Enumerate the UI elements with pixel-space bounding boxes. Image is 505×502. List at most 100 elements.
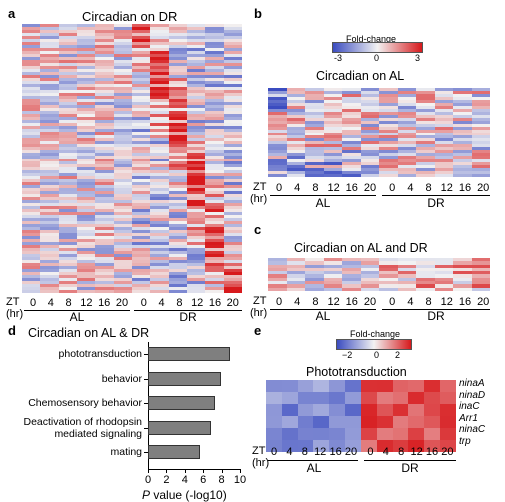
- hr-label-b: (hr): [250, 193, 268, 205]
- tick-label: 12: [80, 297, 93, 309]
- group-line-al-a: [24, 310, 130, 311]
- tick-label: 20: [344, 446, 358, 458]
- gene-label: ninaD: [459, 389, 486, 401]
- panel-c-title: Circadian on AL and DR: [294, 241, 428, 255]
- tick-label: 20: [477, 182, 490, 194]
- group-line-dr-b: [382, 195, 490, 196]
- gene-label: Arr1: [459, 412, 478, 424]
- tick-label: 20: [363, 182, 377, 194]
- category-label: behavior: [101, 372, 142, 385]
- tick-label: 20: [226, 297, 239, 309]
- x-tick-label: 2: [163, 473, 170, 486]
- tick-label: 4: [47, 297, 54, 309]
- x-tick-label: 10: [233, 473, 247, 486]
- y-tick: [144, 354, 148, 355]
- heatmap-e: [266, 380, 456, 452]
- hr-label-c: (hr): [250, 307, 268, 319]
- gene-label: inaC: [459, 401, 480, 412]
- group-label-al-e: AL: [306, 461, 322, 475]
- group-label-dr-c: DR: [427, 309, 445, 323]
- x-tick-label: 6: [200, 473, 207, 486]
- panel-c-label: c: [254, 222, 262, 237]
- hr-label-e: (hr): [252, 457, 270, 469]
- category-label: mating: [110, 446, 142, 458]
- group-label-dr-e: DR: [401, 461, 419, 475]
- tick-label: 4: [158, 297, 165, 309]
- tick-label: 16: [345, 296, 358, 308]
- y-tick: [144, 403, 148, 404]
- group-line-dr-c: [382, 309, 490, 310]
- tick-label: 16: [98, 297, 111, 309]
- colorbar-b: [332, 42, 423, 53]
- tick-label: 8: [301, 446, 308, 458]
- bar: [148, 445, 200, 459]
- tick-label: 12: [314, 446, 327, 458]
- panel-d-title: Circadian on AL & DR: [28, 326, 150, 340]
- tick-label: 0: [140, 297, 147, 309]
- tick-label: 4: [407, 296, 414, 308]
- tick-label: 12: [440, 182, 453, 194]
- x-tick: [240, 468, 241, 473]
- tick-label: 8: [312, 296, 319, 308]
- tick-label: 16: [458, 296, 472, 308]
- tick-label: 0: [29, 297, 37, 309]
- tick-label: 16: [345, 182, 358, 194]
- gene-label: ninaC: [459, 424, 486, 435]
- heatmap-c: [268, 258, 490, 291]
- panel-e-title: Phototransduction: [306, 365, 407, 379]
- y-tick: [144, 427, 148, 429]
- x-axis-label: P value (-log10): [142, 487, 227, 502]
- group-line-al-e: [268, 460, 358, 461]
- tick-label: 12: [327, 296, 340, 308]
- tick-label: 0: [367, 446, 374, 458]
- colorbar-e-title: Fold-change: [350, 329, 401, 339]
- tick-label: 16: [425, 446, 439, 458]
- colorbar-e: [336, 339, 412, 350]
- category-label: phototransduction: [58, 348, 142, 360]
- colorbar-e-mid: 0: [374, 350, 380, 360]
- tick-label: 8: [312, 182, 319, 194]
- group-label-al-a: AL: [69, 310, 85, 324]
- tick-label: 20: [441, 446, 454, 458]
- colorbar-e-max: 2: [395, 350, 401, 360]
- tick-label: 0: [389, 296, 396, 308]
- category-label: Deactivation of rhodopsin mediated signal…: [23, 415, 143, 440]
- tick-label: 4: [294, 296, 301, 308]
- zt-label-b: ZT: [253, 181, 267, 193]
- panel-e-label: e: [254, 323, 262, 338]
- tick-label: 4: [382, 446, 389, 458]
- group-line-al-c: [270, 309, 376, 310]
- x-tick: [221, 468, 223, 473]
- zt-label-c: ZT: [253, 295, 267, 307]
- panel-b-label: b: [254, 6, 262, 21]
- group-label-dr-b: DR: [427, 196, 445, 210]
- colorbar-b-mid: 0: [374, 53, 380, 63]
- group-line-dr-a: [134, 310, 242, 311]
- tick-label: 0: [389, 182, 396, 194]
- tick-label: 12: [440, 296, 453, 308]
- panel-d-label: d: [8, 323, 16, 338]
- tick-label: 8: [398, 446, 405, 458]
- bar: [148, 347, 230, 361]
- tick-label: 4: [294, 182, 301, 194]
- x-axis-line: [148, 468, 240, 470]
- x-tick: [148, 468, 149, 473]
- x-tick: [166, 468, 168, 473]
- tick-label: 4: [286, 446, 293, 458]
- gene-label: trp: [459, 435, 471, 447]
- tick-label: 12: [327, 182, 340, 194]
- x-tick-label: 0: [144, 473, 152, 486]
- tick-label: 20: [477, 296, 490, 308]
- bar: [148, 371, 221, 386]
- panel-a-title: Circadian on DR: [82, 9, 178, 24]
- group-line-dr-e: [364, 460, 456, 461]
- x-tick: [184, 468, 186, 473]
- group-label-al-c: AL: [315, 309, 331, 323]
- tick-label: 16: [208, 297, 222, 309]
- y-tick: [144, 452, 148, 453]
- x-tick-label: 8: [218, 473, 225, 486]
- tick-label: 12: [191, 297, 204, 309]
- tick-label: 12: [410, 446, 423, 458]
- x-tick: [203, 468, 205, 473]
- heatmap-b: [268, 88, 490, 177]
